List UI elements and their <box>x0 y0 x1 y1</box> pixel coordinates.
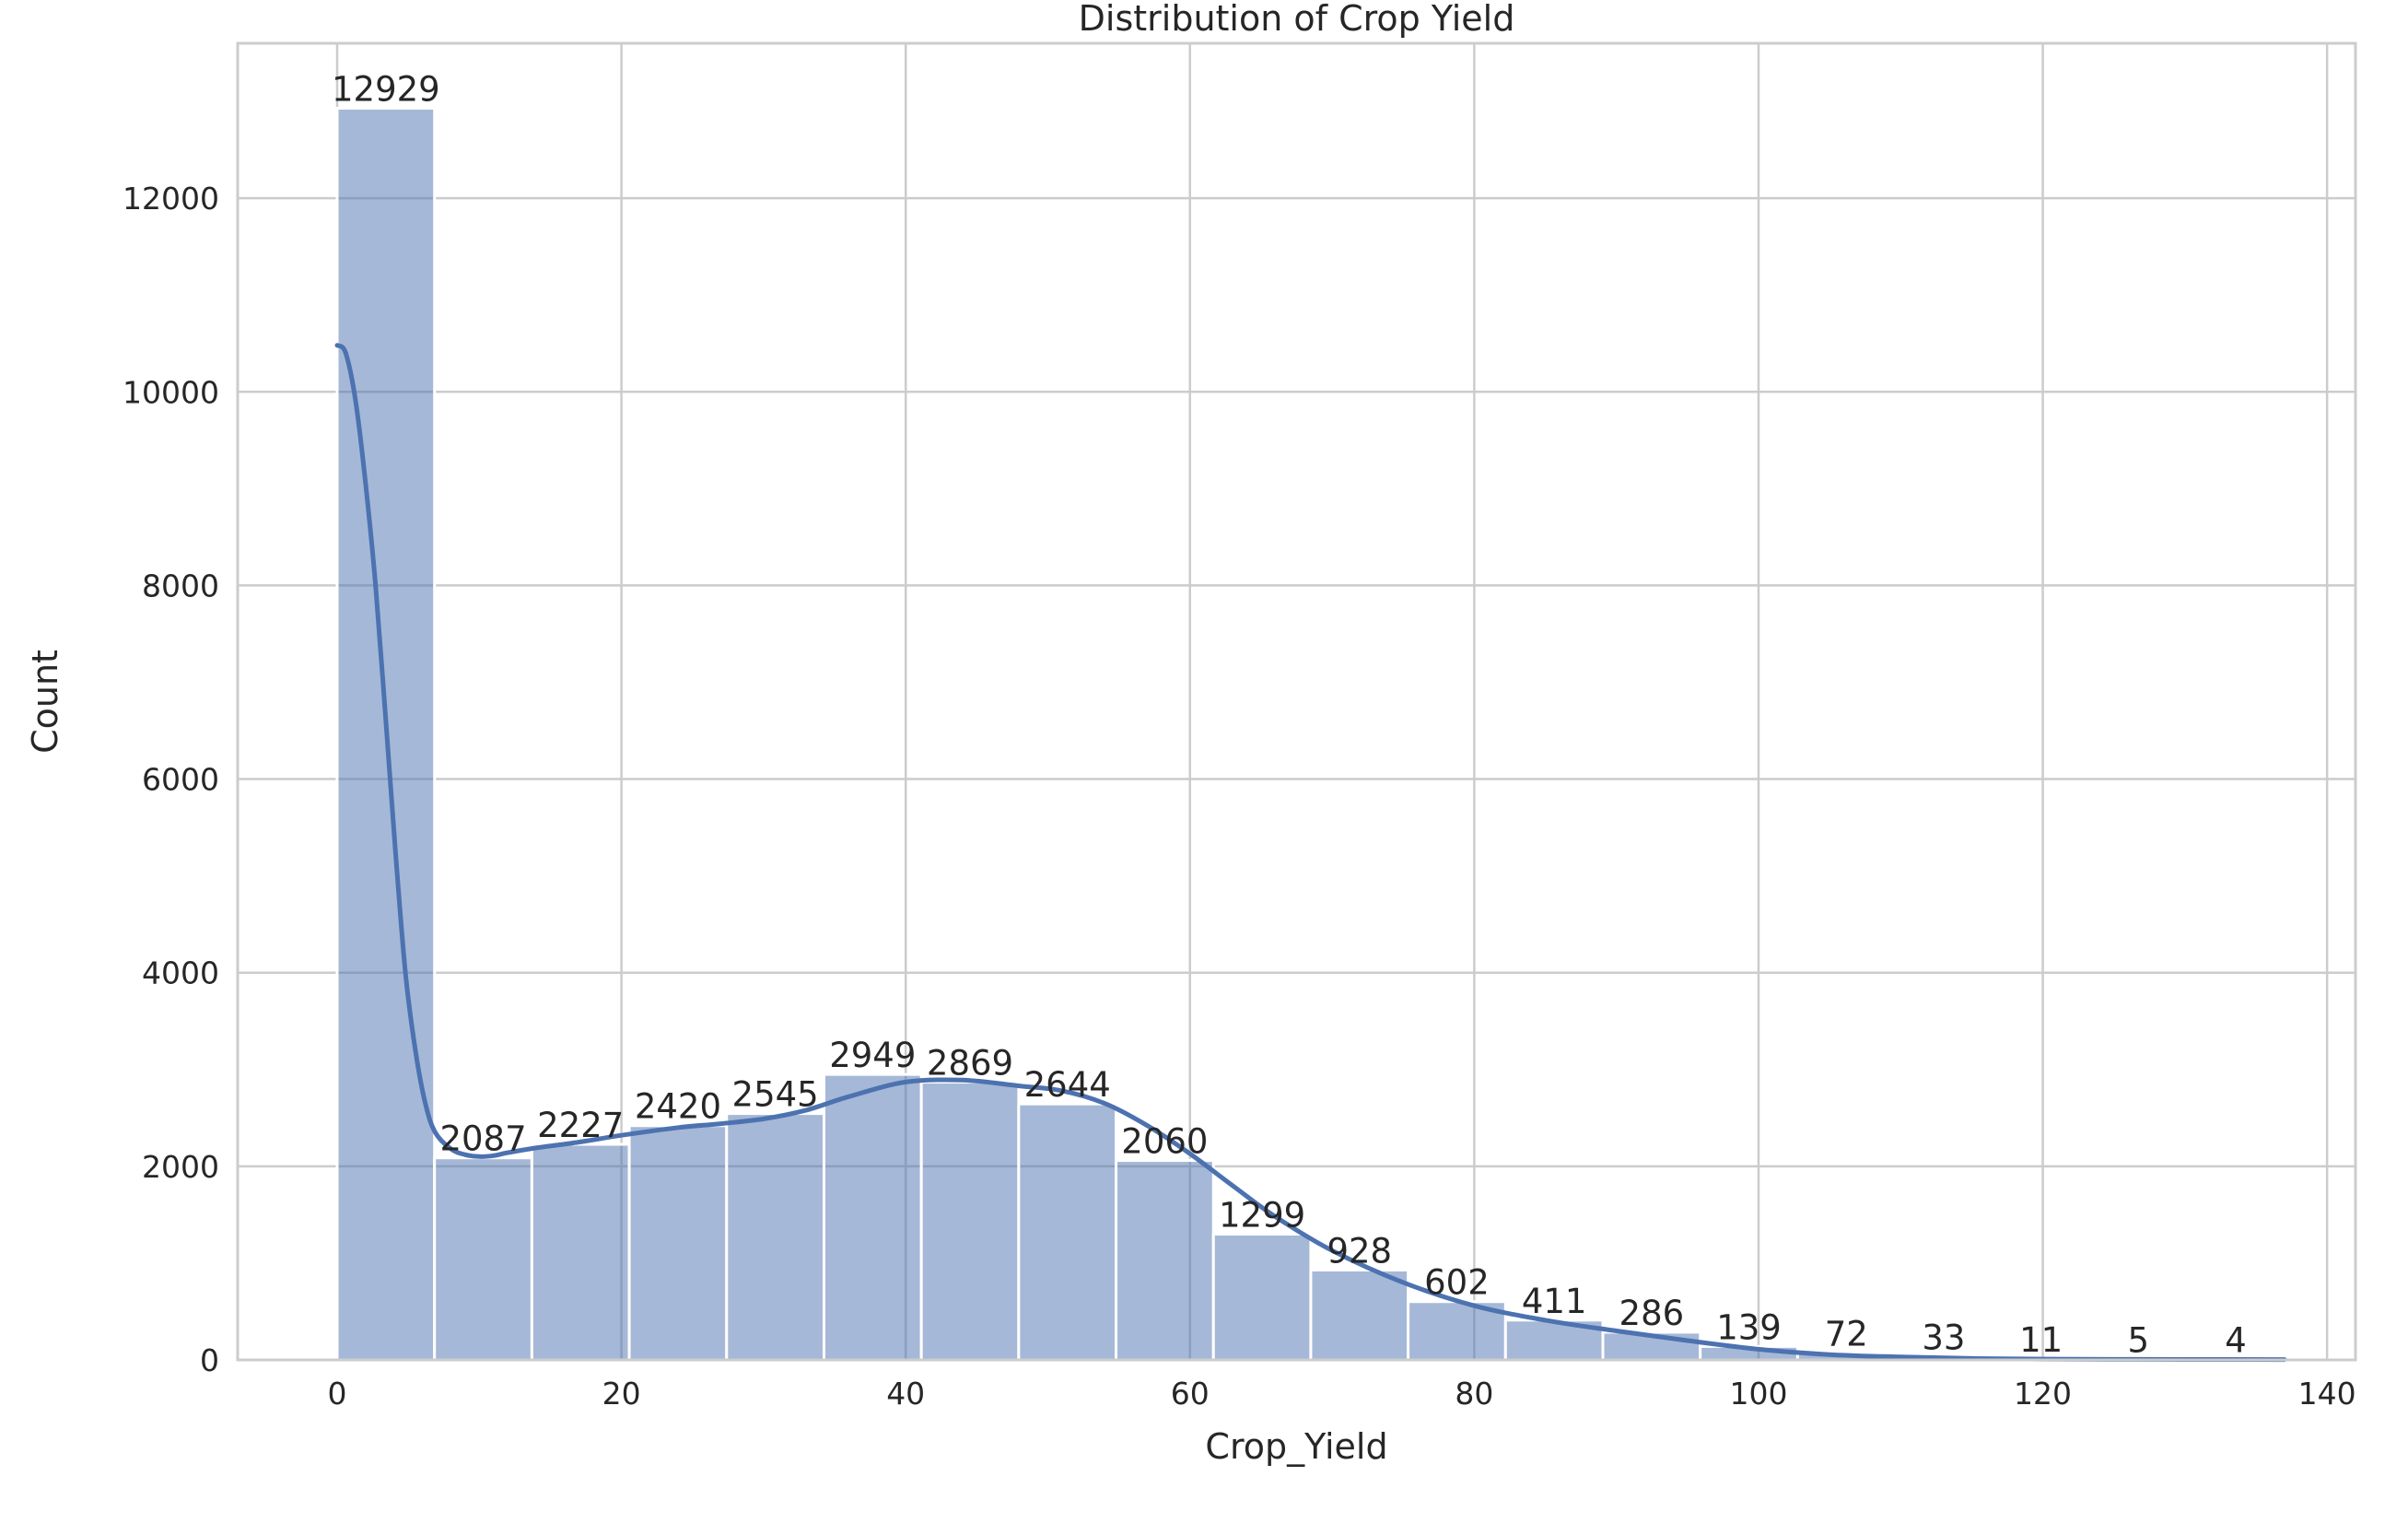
bar-value-label: 2227 <box>537 1106 624 1145</box>
bar-value-label: 2087 <box>439 1119 526 1159</box>
histogram-bar <box>530 1142 631 1362</box>
bar-value-label: 2545 <box>732 1075 819 1115</box>
x-tick-label: 100 <box>1729 1376 1787 1412</box>
bar-value-label: 411 <box>1522 1282 1587 1321</box>
bar-value-label: 4 <box>2225 1321 2247 1361</box>
kde-curve <box>334 343 2287 1363</box>
histogram-bar <box>919 1081 1021 1362</box>
y-tick-label: 8000 <box>142 568 219 603</box>
x-tick-label: 140 <box>2298 1376 2356 1412</box>
histogram-bar <box>1017 1102 1118 1362</box>
plot-frame <box>236 41 2357 1362</box>
histogram-bars <box>335 107 2286 1362</box>
chart-title: Distribution of Crop Yield <box>1079 0 1515 39</box>
y-tick-label: 2000 <box>142 1149 219 1185</box>
x-tick-label: 20 <box>602 1376 641 1412</box>
x-tick-label: 60 <box>1171 1376 1210 1412</box>
tick-labels: 0 20 40 60 80 100 120 140 0 2000 4000 6000 8000 10000… <box>123 181 2356 1412</box>
x-tick-label: 80 <box>1455 1376 1493 1412</box>
bar-value-label: 2644 <box>1024 1065 1111 1105</box>
bar-value-label: 286 <box>1619 1294 1685 1333</box>
y-axis-label: Count <box>25 650 65 754</box>
histogram-bar <box>1309 1268 1410 1362</box>
histogram-bar <box>822 1072 923 1362</box>
histogram-bar <box>433 1156 533 1362</box>
y-tick-label: 12000 <box>123 181 219 217</box>
y-tick-label: 0 <box>200 1342 219 1378</box>
histogram-bar <box>725 1112 825 1362</box>
y-tick-label: 4000 <box>142 955 219 991</box>
bar-value-label: 2420 <box>635 1087 721 1127</box>
kde-curve-layer <box>334 343 2287 1363</box>
y-tick-label: 10000 <box>123 374 219 410</box>
bar-value-label: 139 <box>1716 1307 1782 1347</box>
bar-value-label: 72 <box>1825 1314 1868 1353</box>
grid-lines <box>238 43 2355 1362</box>
bar-value-label: 2869 <box>927 1044 1013 1084</box>
histogram-bar <box>627 1124 729 1362</box>
bar-value-label: 1299 <box>1219 1196 1305 1236</box>
bar-value-label: 2949 <box>829 1036 916 1075</box>
bar-value-label: 5 <box>2128 1320 2150 1360</box>
x-tick-label: 40 <box>886 1376 925 1412</box>
x-tick-label: 0 <box>328 1376 347 1412</box>
bar-value-label: 12929 <box>332 70 440 110</box>
histogram-bar <box>1115 1159 1215 1362</box>
bar-value-label: 11 <box>2019 1320 2063 1360</box>
x-axis-label: Crop_Yield <box>1205 1426 1387 1467</box>
bar-value-label: 602 <box>1424 1263 1490 1303</box>
y-tick-label: 6000 <box>142 762 219 798</box>
histogram-bar <box>1211 1233 1313 1362</box>
bar-value-label: 928 <box>1327 1231 1392 1271</box>
bar-value-label: 2060 <box>1121 1122 1208 1162</box>
bar-value-label: 33 <box>1922 1318 1965 1358</box>
x-tick-label: 120 <box>2014 1376 2072 1412</box>
